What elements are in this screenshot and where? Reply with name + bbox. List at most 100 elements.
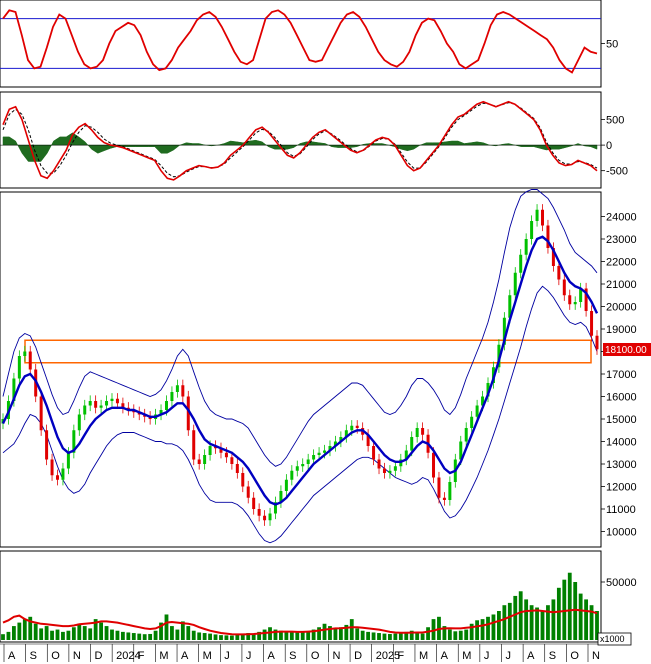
candle-body	[382, 468, 386, 473]
candle-body	[323, 450, 327, 453]
volume-bar	[377, 633, 381, 640]
volume-bar	[404, 631, 409, 640]
volume-unit-box	[597, 632, 632, 646]
candle-body	[524, 239, 528, 255]
volume-bar	[409, 630, 414, 640]
volume-bar	[322, 623, 327, 640]
volume-bar	[295, 632, 300, 640]
candle-body	[551, 248, 555, 266]
candle-body	[415, 428, 419, 437]
volume-bar	[464, 629, 469, 640]
candle-body	[442, 497, 446, 500]
candle-body	[186, 396, 190, 431]
candle-body	[562, 279, 566, 296]
month-label: M	[203, 650, 212, 662]
candle-body	[508, 295, 512, 318]
candle-body	[312, 455, 316, 460]
candle-body	[513, 272, 517, 296]
volume-axis-tick-label: 50000	[606, 577, 637, 589]
macd-axis-tick-label: 500	[606, 115, 624, 127]
candle-body	[333, 441, 337, 446]
candle-body	[252, 497, 256, 509]
candle-body	[273, 502, 277, 514]
volume-bar	[328, 626, 332, 640]
volume-bar	[388, 633, 392, 640]
candle-body	[224, 452, 228, 458]
volume-layer	[1, 572, 599, 640]
price-axis-tick-label: 17000	[606, 369, 637, 381]
candle-body	[344, 430, 348, 437]
candle-body	[301, 464, 305, 467]
volume-bar	[355, 628, 360, 640]
month-label: S	[289, 650, 296, 662]
candle-body	[279, 491, 283, 503]
macd-axis-tick-label: -500	[606, 166, 628, 178]
volume-bar	[415, 632, 420, 640]
volume-bar	[431, 619, 436, 640]
candle-body	[219, 448, 223, 453]
candle-body	[448, 482, 452, 500]
candle-body	[372, 446, 376, 460]
candle-body	[159, 410, 163, 415]
month-label: 2025	[376, 650, 400, 662]
volume-bar	[573, 582, 578, 640]
candle-body	[579, 288, 583, 302]
volume-bar	[251, 633, 256, 640]
volume-bar	[360, 630, 365, 640]
candle-body	[432, 452, 436, 478]
candle-body	[284, 479, 288, 491]
volume-bar	[61, 631, 65, 640]
candle-body	[50, 459, 54, 476]
candle-body	[246, 486, 250, 498]
price-axis-tick-label: 23000	[606, 234, 637, 246]
volume-bar	[595, 611, 599, 640]
volume-bar	[191, 630, 196, 640]
candle-body	[557, 266, 561, 280]
volume-bar	[257, 631, 262, 640]
candle-body	[290, 470, 294, 480]
candle-body	[388, 470, 392, 473]
candle-body	[295, 466, 299, 471]
candle-body	[115, 398, 119, 404]
candle-body	[573, 302, 577, 305]
volume-bar	[393, 633, 398, 640]
candle-body	[164, 401, 168, 410]
volume-bar	[546, 605, 550, 640]
month-label: M	[419, 650, 428, 662]
month-label: S	[30, 650, 37, 662]
month-label: A	[181, 650, 189, 662]
volume-bar	[398, 632, 403, 640]
candle-body	[519, 254, 523, 273]
candle-body	[12, 378, 16, 401]
volume-bar	[486, 616, 490, 640]
candle-body	[410, 437, 414, 451]
month-label: J	[224, 650, 230, 662]
volume-bar	[17, 622, 22, 640]
volume-bar	[28, 616, 33, 640]
candle-body	[306, 459, 310, 464]
candle-body	[546, 225, 550, 248]
month-label: A	[441, 650, 449, 662]
volume-bar	[273, 629, 278, 640]
volume-bar	[39, 628, 44, 640]
volume-bar	[349, 619, 354, 640]
month-label: A	[527, 650, 535, 662]
candle-body	[77, 414, 81, 431]
volume-bar	[453, 631, 458, 640]
candle-body	[377, 459, 381, 469]
volume-bar	[289, 632, 294, 640]
volume-bar	[164, 614, 169, 640]
volume-ma-line	[2, 608, 598, 636]
volume-bar	[480, 619, 485, 640]
volume-bar	[524, 599, 529, 640]
month-label: O	[311, 650, 320, 662]
price-axis-tick-label: 15000	[606, 414, 637, 426]
price-axis-tick-label: 14000	[606, 437, 637, 449]
volume-bar	[584, 599, 589, 640]
volume-bar	[540, 611, 545, 640]
candle-body	[339, 437, 343, 442]
candle-body	[55, 475, 59, 480]
candle-body	[208, 446, 212, 455]
volume-bar	[142, 634, 147, 640]
volume-bar	[131, 633, 136, 640]
